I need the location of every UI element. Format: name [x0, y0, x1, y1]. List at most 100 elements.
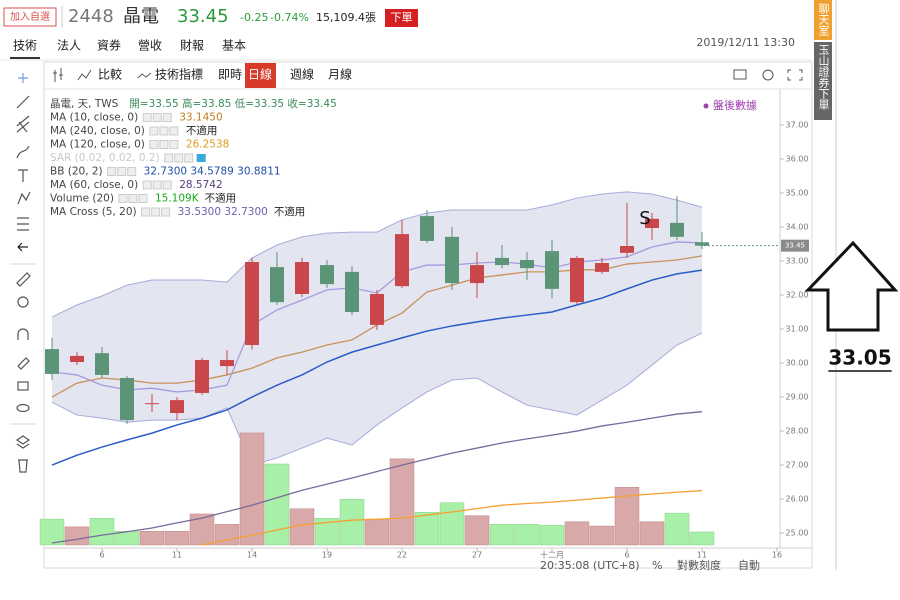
legend-label: Volume (20)	[50, 193, 114, 205]
y-tick-label: 28.00	[786, 427, 809, 436]
indicators-icon[interactable]	[137, 72, 152, 79]
compare-button[interactable]: 比較	[98, 67, 122, 82]
fib-tool[interactable]	[16, 115, 30, 133]
x-tick-label: 16	[772, 551, 782, 560]
legend-option[interactable]	[151, 207, 161, 217]
legend-option[interactable]	[159, 126, 169, 136]
ruler-tool[interactable]	[16, 272, 31, 287]
candle-style-icon[interactable]	[53, 68, 63, 82]
legend-option[interactable]	[117, 167, 127, 176]
footer-log[interactable]: 對數刻度	[677, 558, 721, 572]
eye-tool[interactable]	[16, 403, 30, 413]
candle-body	[295, 262, 309, 294]
legend-option[interactable]	[107, 167, 117, 176]
tab[interactable]: 技術	[13, 39, 37, 53]
footer-auto[interactable]: 自動	[738, 558, 760, 572]
indicators-button[interactable]: 技術指標	[155, 67, 203, 82]
legend-option[interactable]	[169, 126, 179, 136]
broker-button[interactable]	[814, 42, 832, 120]
candle-body	[245, 262, 259, 345]
stock-name: 晶電	[123, 6, 159, 27]
x-tick-label: 十二月	[540, 550, 564, 560]
interval-button[interactable]: 日線	[248, 67, 272, 82]
trash-tool[interactable]	[18, 459, 28, 473]
volume-bar	[89, 518, 115, 546]
legend-option[interactable]	[161, 207, 171, 217]
candle-body	[395, 234, 409, 287]
legend-label: SAR (0.02, 0.02, 0.2)	[50, 152, 160, 164]
volume-bar	[514, 524, 540, 546]
bollinger-middle	[51, 269, 703, 466]
legend-option[interactable]	[142, 180, 152, 190]
legend-reading: 15.109K	[155, 193, 200, 205]
tab[interactable]: 資券	[97, 38, 121, 53]
chat-label: 聊天室	[817, 2, 830, 36]
legend-option[interactable]	[149, 140, 159, 149]
broker-label: 玉山證券下單	[817, 44, 830, 110]
text-tool[interactable]	[18, 169, 28, 182]
volume-bar	[214, 524, 240, 546]
legend-reading: 不適用	[205, 192, 237, 205]
indicator-line	[51, 411, 703, 544]
legend-option[interactable]	[118, 194, 128, 203]
legend-option[interactable]	[127, 167, 137, 176]
y-tick-label: 30.00	[786, 359, 809, 368]
legend-option[interactable]	[174, 153, 184, 163]
legend-label: MA (10, close, 0)	[50, 112, 138, 124]
legend-option[interactable]	[141, 207, 151, 217]
fullscreen-icon[interactable]	[787, 69, 803, 81]
legend-visibility[interactable]	[196, 154, 206, 162]
legend-option[interactable]	[128, 194, 138, 203]
projection-tool[interactable]	[17, 217, 29, 231]
legend-option[interactable]	[159, 140, 169, 149]
compare-icon[interactable]	[77, 69, 92, 81]
chat-button[interactable]	[814, 0, 832, 40]
magnet-tool[interactable]	[17, 328, 29, 340]
indicator-line	[201, 489, 703, 546]
candle-body	[445, 236, 459, 284]
legend-option[interactable]	[169, 140, 179, 149]
order-button[interactable]	[385, 9, 418, 27]
candle-body	[620, 246, 634, 253]
zoom-tool[interactable]	[17, 296, 29, 308]
line-tool[interactable]	[16, 95, 30, 109]
tab[interactable]: 基本	[222, 39, 246, 53]
back-tool[interactable]	[17, 242, 28, 252]
legend-reading: 開=33.55 高=33.85 低=33.35 收=33.45	[129, 97, 336, 110]
order-label: 下單	[391, 11, 413, 24]
layers-tool[interactable]	[15, 435, 31, 449]
legend-option[interactable]	[162, 113, 172, 122]
tab[interactable]: 法人	[57, 39, 81, 53]
legend-option[interactable]	[149, 126, 159, 136]
legend-option[interactable]	[152, 113, 162, 122]
pattern-tool[interactable]	[17, 191, 31, 205]
crosshair-tool[interactable]	[18, 73, 28, 83]
interval-button[interactable]: 週線	[290, 67, 314, 82]
lock-tool[interactable]	[17, 381, 29, 391]
interval-button[interactable]: 月線	[328, 67, 352, 82]
settings-icon[interactable]	[762, 69, 774, 81]
x-tick-label: 11	[697, 551, 707, 560]
screenshot-icon[interactable]	[733, 69, 747, 80]
candle-body	[520, 259, 534, 269]
watch-button[interactable]	[3, 7, 57, 27]
tab[interactable]: 營收	[138, 39, 162, 53]
pencil-lock-tool[interactable]	[17, 357, 30, 370]
legend-option[interactable]	[184, 153, 194, 163]
tab[interactable]: 財報	[180, 38, 204, 53]
candle-body	[495, 257, 509, 266]
candle-body	[95, 353, 109, 375]
volume-bar	[39, 518, 65, 546]
brush-tool[interactable]	[16, 145, 30, 159]
volume-bar	[64, 526, 90, 546]
legend-option[interactable]	[138, 194, 148, 203]
legend-option[interactable]	[152, 180, 162, 190]
y-tick-label: 36.00	[786, 154, 809, 163]
legend-option[interactable]	[162, 180, 172, 190]
volume-bar	[689, 531, 715, 546]
candle-body	[470, 265, 484, 284]
candle-body	[270, 267, 284, 303]
legend-option[interactable]	[142, 113, 152, 122]
interval-button[interactable]: 即時	[218, 68, 242, 82]
legend-option[interactable]	[164, 153, 174, 163]
